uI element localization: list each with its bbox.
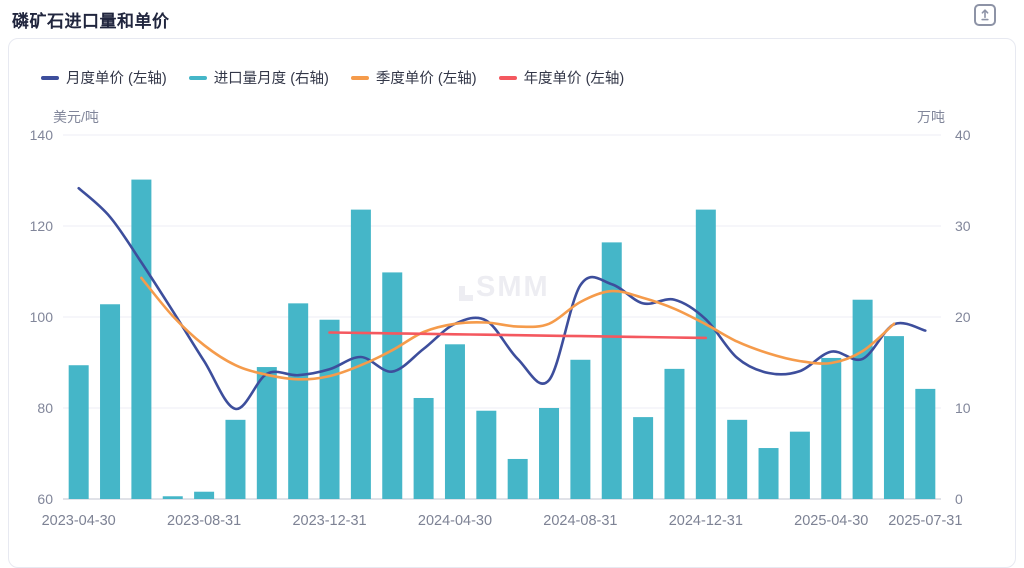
bar-2024-09-30[interactable] <box>601 242 622 499</box>
bar-2023-08-31[interactable] <box>194 491 215 499</box>
bar-2024-02-29[interactable] <box>382 272 403 499</box>
legend-label: 年度单价 (左轴) <box>523 71 625 87</box>
right-axis-tick: 40 <box>955 127 971 143</box>
bar-2025-04-30[interactable] <box>821 357 842 499</box>
x-axis-tick: 2024-08-31 <box>543 513 617 529</box>
chart-card: 月度单价 (左轴) 进口量月度 (右轴) 季度单价 (左轴) 年度单价 (左轴)… <box>8 38 1016 568</box>
page-title: 磷矿石进口量和单价 <box>12 12 170 31</box>
bar-2023-06-30[interactable] <box>131 179 152 499</box>
bar-2024-03-31[interactable] <box>413 397 434 499</box>
left-axis-tick: 140 <box>30 127 54 143</box>
quarterly-price-line-path[interactable] <box>140 276 896 381</box>
right-axis-tick: 10 <box>955 400 971 416</box>
annual-price-line-path[interactable] <box>328 331 708 340</box>
x-axis-tick: 2023-04-30 <box>42 513 116 529</box>
monthly-price-line <box>77 186 927 411</box>
legend-label: 进口量月度 (右轴) <box>213 71 329 87</box>
legend-item-quarterly-price[interactable]: 季度单价 (左轴) <box>350 67 477 88</box>
left-axis-name: 美元/吨 <box>53 109 99 125</box>
bar-2024-12-31[interactable] <box>695 209 716 499</box>
bar-2025-02-28[interactable] <box>758 448 779 499</box>
bar-2024-06-30[interactable] <box>507 458 528 499</box>
x-axis-tick: 2023-08-31 <box>167 513 241 529</box>
legend-item-annual-price[interactable]: 年度单价 (左轴) <box>498 67 625 88</box>
import-volume-bars <box>68 179 936 499</box>
bar-2023-07-31[interactable] <box>162 496 183 499</box>
right-axis-tick: 20 <box>955 309 971 325</box>
legend-label: 季度单价 (左轴) <box>375 71 477 87</box>
right-axis-tick: 30 <box>955 218 971 234</box>
bar-2024-08-31[interactable] <box>570 359 591 499</box>
bar-2023-12-31[interactable] <box>319 319 340 499</box>
bar-2024-01-31[interactable] <box>350 209 371 499</box>
left-axis-tick: 100 <box>30 309 54 325</box>
bar-2023-10-31[interactable] <box>256 367 277 499</box>
bar-2025-07-31[interactable] <box>915 388 936 499</box>
bar-2025-03-31[interactable] <box>789 431 810 499</box>
x-axis-tick: 2025-04-30 <box>794 513 868 529</box>
x-axis-tick: 2023-12-31 <box>292 513 366 529</box>
legend-dash-import-volume <box>188 75 207 80</box>
bar-2023-04-30[interactable] <box>68 365 89 499</box>
bar-2024-10-31[interactable] <box>633 417 654 499</box>
legend-item-monthly-price[interactable]: 月度单价 (左轴) <box>41 67 167 88</box>
bar-2024-07-31[interactable] <box>539 408 560 499</box>
legend-item-import-volume[interactable]: 进口量月度 (右轴) <box>188 67 329 88</box>
left-axis-tick: 80 <box>37 400 53 416</box>
bar-2025-01-31[interactable] <box>727 419 748 499</box>
legend-dash-monthly-price <box>41 75 59 80</box>
bar-2024-11-30[interactable] <box>664 368 685 499</box>
export-icon <box>981 9 989 21</box>
legend: 月度单价 (左轴) 进口量月度 (右轴) 季度单价 (左轴) 年度单价 (左轴) <box>41 67 624 88</box>
x-axis-tick: 2024-12-31 <box>669 513 743 529</box>
quarterly-price-line <box>140 276 896 381</box>
bar-2023-09-30[interactable] <box>225 419 246 499</box>
annual-price-line <box>328 331 708 340</box>
legend-dash-annual-price <box>498 75 517 80</box>
bar-2025-05-31[interactable] <box>852 299 873 499</box>
legend-dash-quarterly-price <box>350 75 369 80</box>
x-axis-tick: 2024-04-30 <box>418 513 492 529</box>
legend-label: 月度单价 (左轴) <box>66 71 167 87</box>
title-bar: 磷矿石进口量和单价 <box>0 0 1024 34</box>
bar-2023-05-31[interactable] <box>100 304 121 499</box>
left-axis-tick: 120 <box>30 218 54 234</box>
export-button[interactable] <box>974 4 996 26</box>
bar-2024-05-31[interactable] <box>476 410 497 499</box>
bar-2023-11-30[interactable] <box>288 303 309 499</box>
monthly-price-line-path[interactable] <box>77 186 927 411</box>
bar-2025-06-30[interactable] <box>883 336 904 499</box>
left-axis-tick: 60 <box>37 491 53 507</box>
bar-2024-04-30[interactable] <box>444 344 465 499</box>
right-axis-tick: 0 <box>955 491 963 507</box>
right-axis-name: 万吨 <box>917 109 945 125</box>
x-axis-tick: 2025-07-31 <box>888 513 962 529</box>
